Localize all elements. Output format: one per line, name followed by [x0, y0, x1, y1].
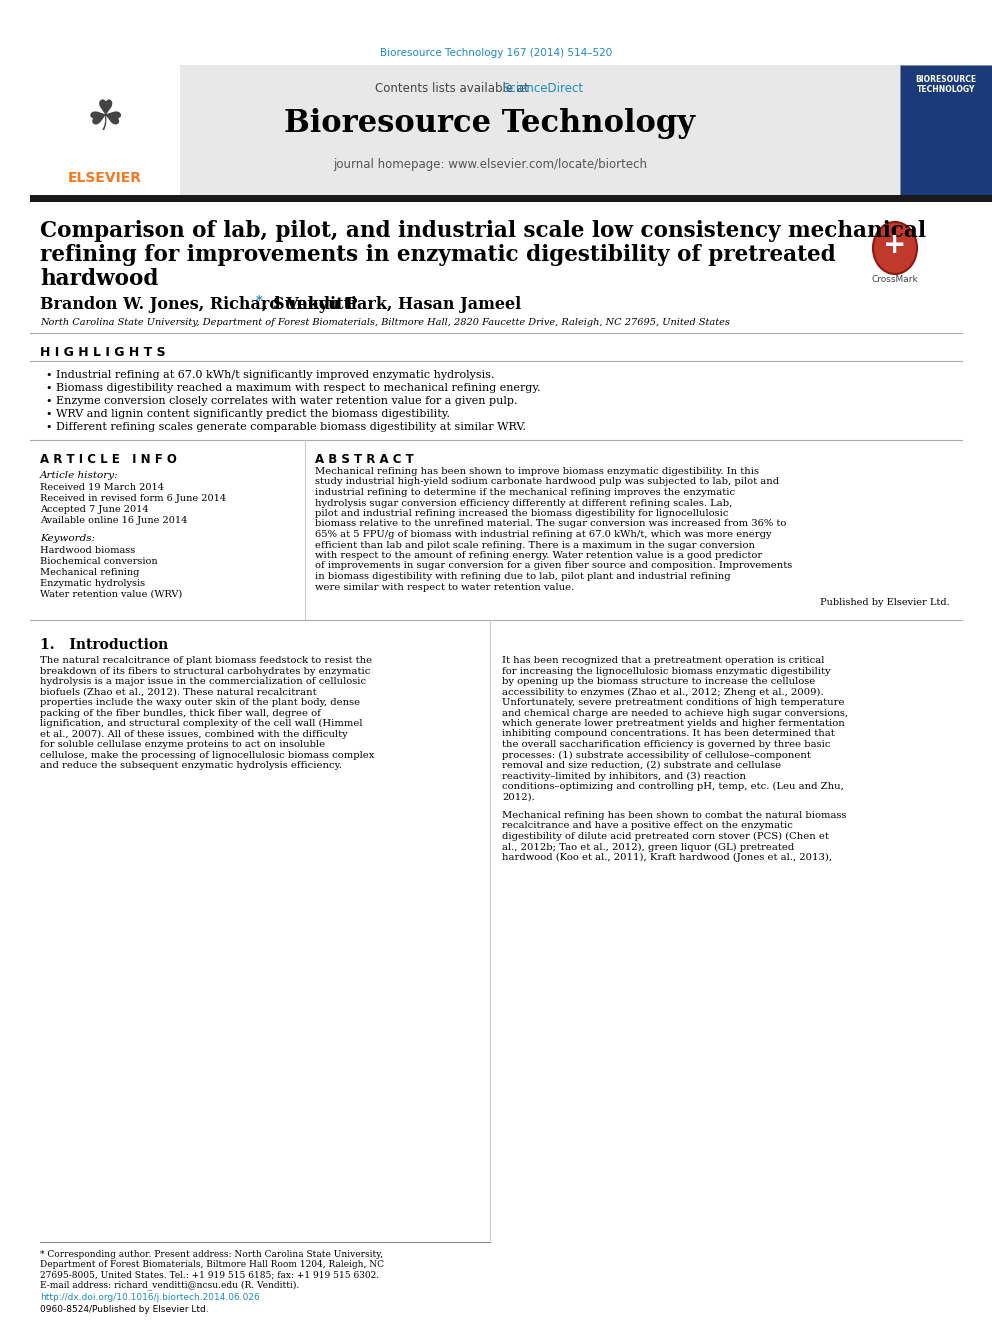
Text: 2012).: 2012). [502, 792, 535, 802]
Text: 27695-8005, United States. Tel.: +1 919 515 6185; fax: +1 919 515 6302.: 27695-8005, United States. Tel.: +1 919 … [40, 1270, 379, 1279]
Text: CrossMark: CrossMark [872, 275, 919, 284]
Text: hydrolysis sugar conversion efficiency differently at different refining scales.: hydrolysis sugar conversion efficiency d… [315, 499, 732, 508]
Text: for increasing the lignocellulosic biomass enzymatic digestibility: for increasing the lignocellulosic bioma… [502, 667, 830, 676]
Text: lignification, and structural complexity of the cell wall (Himmel: lignification, and structural complexity… [40, 718, 362, 728]
Bar [30, 65, 900, 194]
Text: •: • [45, 396, 52, 406]
Text: Unfortunately, severe pretreatment conditions of high temperature: Unfortunately, severe pretreatment condi… [502, 699, 844, 706]
Text: Mechanical refining has been shown to combat the natural biomass: Mechanical refining has been shown to co… [502, 811, 846, 820]
Text: A R T I C L E   I N F O: A R T I C L E I N F O [40, 452, 177, 466]
Text: Available online 16 June 2014: Available online 16 June 2014 [40, 516, 187, 525]
Text: al., 2012b; Tao et al., 2012), green liquor (GL) pretreated: al., 2012b; Tao et al., 2012), green liq… [502, 843, 795, 852]
Text: and chemical charge are needed to achieve high sugar conversions,: and chemical charge are needed to achiev… [502, 709, 848, 717]
Text: ELSEVIER: ELSEVIER [68, 171, 142, 185]
Text: were similar with respect to water retention value.: were similar with respect to water reten… [315, 582, 574, 591]
Text: Hardwood biomass: Hardwood biomass [40, 546, 135, 556]
Text: and reduce the subsequent enzymatic hydrolysis efficiency.: and reduce the subsequent enzymatic hydr… [40, 761, 342, 770]
Text: refining for improvements in enzymatic digestibility of pretreated: refining for improvements in enzymatic d… [40, 243, 835, 266]
Text: Bioresource Technology 167 (2014) 514–520: Bioresource Technology 167 (2014) 514–52… [380, 48, 612, 58]
Text: 1.   Introduction: 1. Introduction [40, 638, 169, 652]
Text: the overall saccharification efficiency is governed by three basic: the overall saccharification efficiency … [502, 740, 830, 749]
Text: Department of Forest Biomaterials, Biltmore Hall Room 1204, Raleigh, NC: Department of Forest Biomaterials, Biltm… [40, 1259, 384, 1269]
Text: in biomass digestibility with refining due to lab, pilot plant and industrial re: in biomass digestibility with refining d… [315, 572, 731, 581]
Text: study industrial high-yield sodium carbonate hardwood pulp was subjected to lab,: study industrial high-yield sodium carbo… [315, 478, 779, 487]
Text: 65% at 5 FPU/g of biomass with industrial refining at 67.0 kWh/t, which was more: 65% at 5 FPU/g of biomass with industria… [315, 531, 772, 538]
Text: conditions–optimizing and controlling pH, temp, etc. (Leu and Zhu,: conditions–optimizing and controlling pH… [502, 782, 844, 791]
Text: Water retention value (WRV): Water retention value (WRV) [40, 590, 183, 599]
Text: hardwood (Koo et al., 2011), Kraft hardwood (Jones et al., 2013),: hardwood (Koo et al., 2011), Kraft hardw… [502, 853, 832, 863]
Text: cellulose, make the processing of lignocellulosic biomass complex: cellulose, make the processing of lignoc… [40, 750, 374, 759]
Text: Different refining scales generate comparable biomass digestibility at similar W: Different refining scales generate compa… [56, 422, 526, 433]
Text: Biomass digestibility reached a maximum with respect to mechanical refining ener: Biomass digestibility reached a maximum … [56, 382, 541, 393]
Text: inhibiting compound concentrations. It has been determined that: inhibiting compound concentrations. It h… [502, 729, 834, 738]
Text: removal and size reduction, (2) substrate and cellulase: removal and size reduction, (2) substrat… [502, 761, 781, 770]
Text: of improvements in sugar conversion for a given fiber source and composition. Im: of improvements in sugar conversion for … [315, 561, 793, 570]
Text: Comparison of lab, pilot, and industrial scale low consistency mechanical: Comparison of lab, pilot, and industrial… [40, 220, 926, 242]
Text: Industrial refining at 67.0 kWh/t significantly improved enzymatic hydrolysis.: Industrial refining at 67.0 kWh/t signif… [56, 370, 494, 380]
Text: hardwood: hardwood [40, 269, 159, 290]
Bar [30, 194, 992, 202]
Text: •: • [45, 382, 52, 393]
Text: Article history:: Article history: [40, 471, 119, 480]
Bar [30, 65, 180, 194]
Text: Mechanical refining: Mechanical refining [40, 568, 139, 577]
Text: for soluble cellulase enzyme proteins to act on insoluble: for soluble cellulase enzyme proteins to… [40, 740, 325, 749]
Text: Bioresource Technology: Bioresource Technology [285, 108, 695, 139]
Text: pilot and industrial refining increased the biomass digestibility for lignocellu: pilot and industrial refining increased … [315, 509, 728, 519]
Text: Mechanical refining has been shown to improve biomass enzymatic digestibility. I: Mechanical refining has been shown to im… [315, 467, 759, 476]
Text: It has been recognized that a pretreatment operation is critical: It has been recognized that a pretreatme… [502, 656, 824, 665]
Text: North Carolina State University, Department of Forest Biomaterials, Biltmore Hal: North Carolina State University, Departm… [40, 318, 730, 327]
Ellipse shape [873, 222, 917, 274]
Text: A B S T R A C T: A B S T R A C T [315, 452, 414, 466]
Text: 0960-8524/Published by Elsevier Ltd.: 0960-8524/Published by Elsevier Ltd. [40, 1304, 208, 1314]
Text: http://dx.doi.org/10.1016/j.biortech.2014.06.026: http://dx.doi.org/10.1016/j.biortech.201… [40, 1293, 260, 1302]
Text: Enzymatic hydrolysis: Enzymatic hydrolysis [40, 579, 145, 587]
Text: Enzyme conversion closely correlates with water retention value for a given pulp: Enzyme conversion closely correlates wit… [56, 396, 518, 406]
Text: accessibility to enzymes (Zhao et al., 2012; Zheng et al., 2009).: accessibility to enzymes (Zhao et al., 2… [502, 688, 823, 697]
Text: •: • [45, 409, 52, 419]
Text: biofuels (Zhao et al., 2012). These natural recalcitrant: biofuels (Zhao et al., 2012). These natu… [40, 688, 316, 696]
Text: properties include the waxy outer skin of the plant body, dense: properties include the waxy outer skin o… [40, 699, 360, 706]
Text: , Sunkyu Park, Hasan Jameel: , Sunkyu Park, Hasan Jameel [262, 296, 522, 314]
Text: H I G H L I G H T S: H I G H L I G H T S [40, 347, 166, 359]
Text: Keywords:: Keywords: [40, 534, 95, 542]
Bar [900, 65, 992, 194]
Text: E-mail address: richard_venditti@ncsu.edu (R. Venditti).: E-mail address: richard_venditti@ncsu.ed… [40, 1279, 300, 1290]
Text: et al., 2007). All of these issues, combined with the difficulty: et al., 2007). All of these issues, comb… [40, 729, 348, 738]
Text: The natural recalcitrance of plant biomass feedstock to resist the: The natural recalcitrance of plant bioma… [40, 656, 372, 665]
Text: Accepted 7 June 2014: Accepted 7 June 2014 [40, 505, 149, 515]
Text: breakdown of its fibers to structural carbohydrates by enzymatic: breakdown of its fibers to structural ca… [40, 667, 370, 676]
Text: Received in revised form 6 June 2014: Received in revised form 6 June 2014 [40, 493, 226, 503]
Text: packing of the fiber bundles, thick fiber wall, degree of: packing of the fiber bundles, thick fibe… [40, 709, 320, 717]
Text: +: + [883, 232, 907, 259]
Text: *: * [255, 294, 262, 307]
Text: * Corresponding author. Present address: North Carolina State University,: * Corresponding author. Present address:… [40, 1250, 383, 1259]
Text: •: • [45, 422, 52, 433]
Text: hydrolysis is a major issue in the commercialization of cellulosic: hydrolysis is a major issue in the comme… [40, 677, 366, 687]
Text: •: • [45, 370, 52, 380]
Text: Brandon W. Jones, Richard Venditti: Brandon W. Jones, Richard Venditti [40, 296, 362, 314]
Text: WRV and lignin content significantly predict the biomass digestibility.: WRV and lignin content significantly pre… [56, 409, 450, 419]
Text: digestibility of dilute acid pretreated corn stover (PCS) (Chen et: digestibility of dilute acid pretreated … [502, 832, 829, 841]
Text: efficient than lab and pilot scale refining. There is a maximum in the sugar con: efficient than lab and pilot scale refin… [315, 541, 755, 549]
Text: with respect to the amount of refining energy. Water retention value is a good p: with respect to the amount of refining e… [315, 550, 762, 560]
Text: Received 19 March 2014: Received 19 March 2014 [40, 483, 164, 492]
Text: Published by Elsevier Ltd.: Published by Elsevier Ltd. [820, 598, 950, 607]
Text: by opening up the biomass structure to increase the cellulose: by opening up the biomass structure to i… [502, 677, 815, 687]
Text: biomass relative to the unrefined material. The sugar conversion was increased f: biomass relative to the unrefined materi… [315, 520, 787, 528]
Text: reactivity–limited by inhibitors, and (3) reaction: reactivity–limited by inhibitors, and (3… [502, 771, 746, 781]
Text: Biochemical conversion: Biochemical conversion [40, 557, 158, 566]
Text: ScienceDirect: ScienceDirect [502, 82, 583, 95]
Text: ☘: ☘ [86, 97, 124, 139]
Text: Contents lists available at: Contents lists available at [375, 82, 533, 95]
Text: TECHNOLOGY: TECHNOLOGY [917, 85, 975, 94]
Text: industrial refining to determine if the mechanical refining improves the enzymat: industrial refining to determine if the … [315, 488, 735, 497]
Text: recalcitrance and have a positive effect on the enzymatic: recalcitrance and have a positive effect… [502, 822, 793, 831]
Text: journal homepage: www.elsevier.com/locate/biortech: journal homepage: www.elsevier.com/locat… [333, 157, 647, 171]
Text: which generate lower pretreatment yields and higher fermentation: which generate lower pretreatment yields… [502, 718, 845, 728]
Text: processes: (1) substrate accessibility of cellulose–component: processes: (1) substrate accessibility o… [502, 750, 810, 759]
Text: BIORESOURCE: BIORESOURCE [916, 75, 976, 83]
